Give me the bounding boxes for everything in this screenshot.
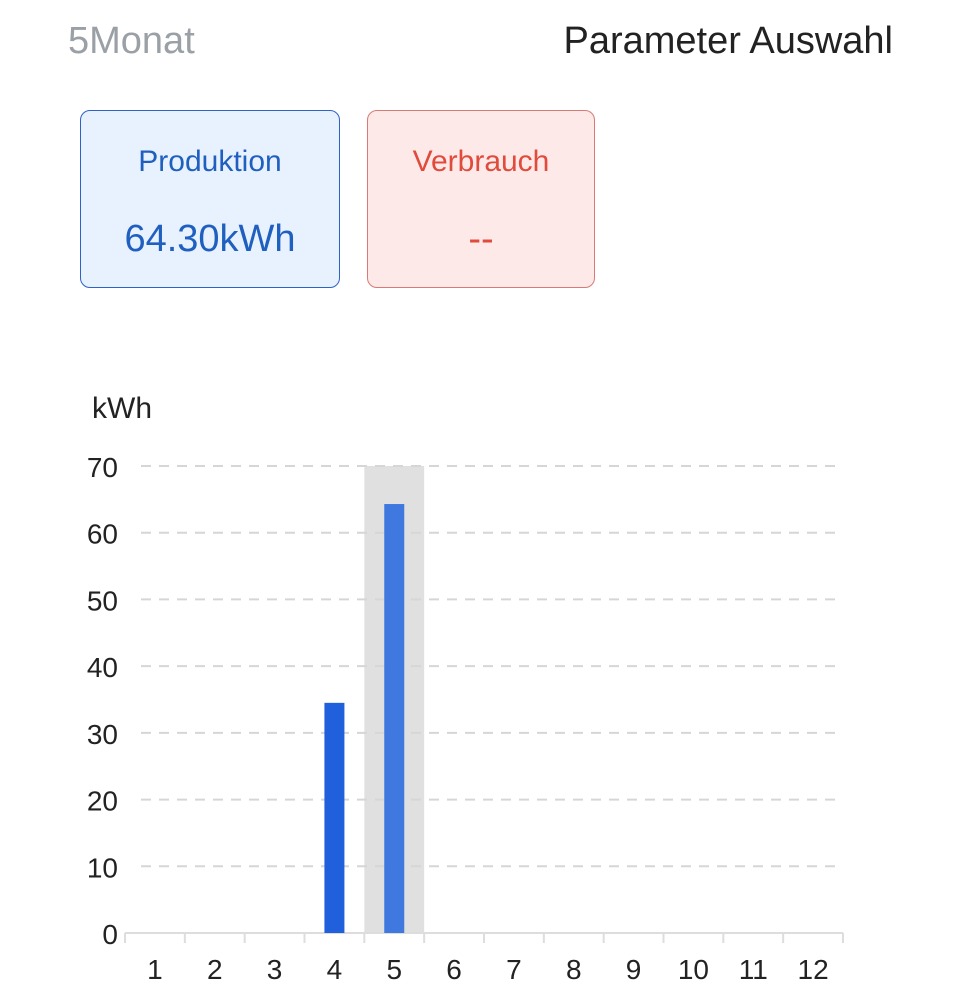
y-tick-label: 70	[87, 452, 118, 483]
y-tick-label: 30	[87, 719, 118, 750]
x-tick-label: 5	[386, 954, 402, 985]
consumption-card[interactable]: Verbrauch --	[367, 110, 595, 288]
x-tick-label: 4	[327, 954, 343, 985]
y-tick-label: 60	[87, 519, 118, 550]
production-chart[interactable]: 0 10 20 30 40 50 60 70 1 2 3 4 5 6 7 8 9 10 11 12 kWh	[0, 380, 961, 1000]
x-tick-label: 3	[267, 954, 283, 985]
y-axis-label: kWh	[92, 392, 152, 425]
y-tick-label: 20	[87, 786, 118, 817]
bar-month-4	[324, 702, 345, 933]
production-label: Produktion	[138, 145, 282, 178]
x-tick-label: 1	[147, 954, 163, 985]
production-value: 64.30kWh	[124, 218, 296, 260]
consumption-value: --	[468, 218, 494, 260]
production-card[interactable]: Produktion 64.30kWh	[80, 110, 340, 288]
x-tick-label: 6	[446, 954, 462, 985]
y-tick-label: 40	[87, 652, 118, 683]
x-tick-label: 11	[739, 954, 768, 985]
x-tick-label: 7	[506, 954, 522, 985]
x-tick-label: 12	[798, 954, 829, 985]
y-tick-label: 10	[87, 852, 118, 883]
x-tick-label: 9	[626, 954, 642, 985]
period-selector[interactable]: 5Monat	[68, 20, 195, 62]
parameter-selection-button[interactable]: Parameter Auswahl	[563, 20, 894, 62]
bar-month-5	[384, 504, 405, 933]
y-tick-label: 0	[102, 919, 118, 950]
x-tick-label: 2	[207, 954, 223, 985]
x-tick-label: 10	[678, 954, 709, 985]
header: 5Monat Parameter Auswahl	[0, 0, 961, 90]
consumption-label: Verbrauch	[412, 145, 550, 178]
y-tick-label: 50	[87, 585, 118, 616]
x-tick-label: 8	[566, 954, 582, 985]
